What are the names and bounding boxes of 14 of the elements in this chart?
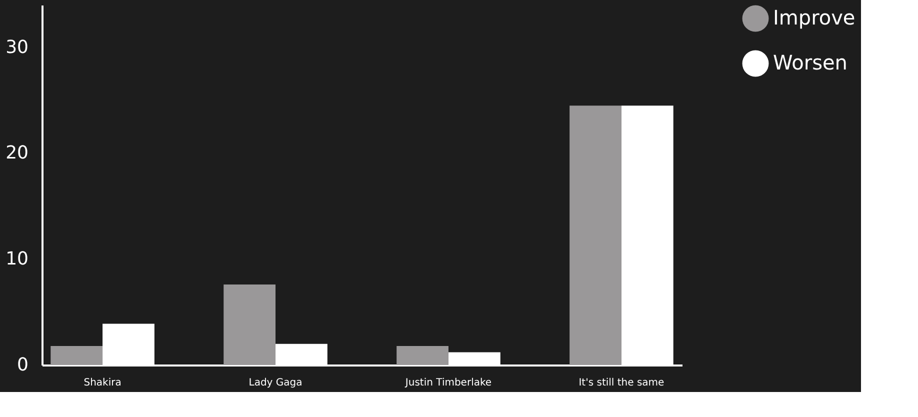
legend-label: Improve xyxy=(773,6,856,30)
bar xyxy=(396,346,448,365)
x-tick-label: Shakira xyxy=(84,378,122,388)
legend-label: Worsen xyxy=(773,50,848,74)
y-tick-label: 10 xyxy=(6,248,28,270)
bar xyxy=(50,346,103,365)
bar xyxy=(570,106,622,365)
x-tick-label: Justin Timberlake xyxy=(404,378,492,388)
x-tick-label: It's still the same xyxy=(578,378,664,388)
bar xyxy=(224,284,276,365)
y-tick-label: 30 xyxy=(6,36,28,58)
x-tick-label: Lady Gaga xyxy=(248,378,302,388)
y-tick-label: 20 xyxy=(6,142,28,164)
y-tick-label: 0 xyxy=(17,354,28,376)
